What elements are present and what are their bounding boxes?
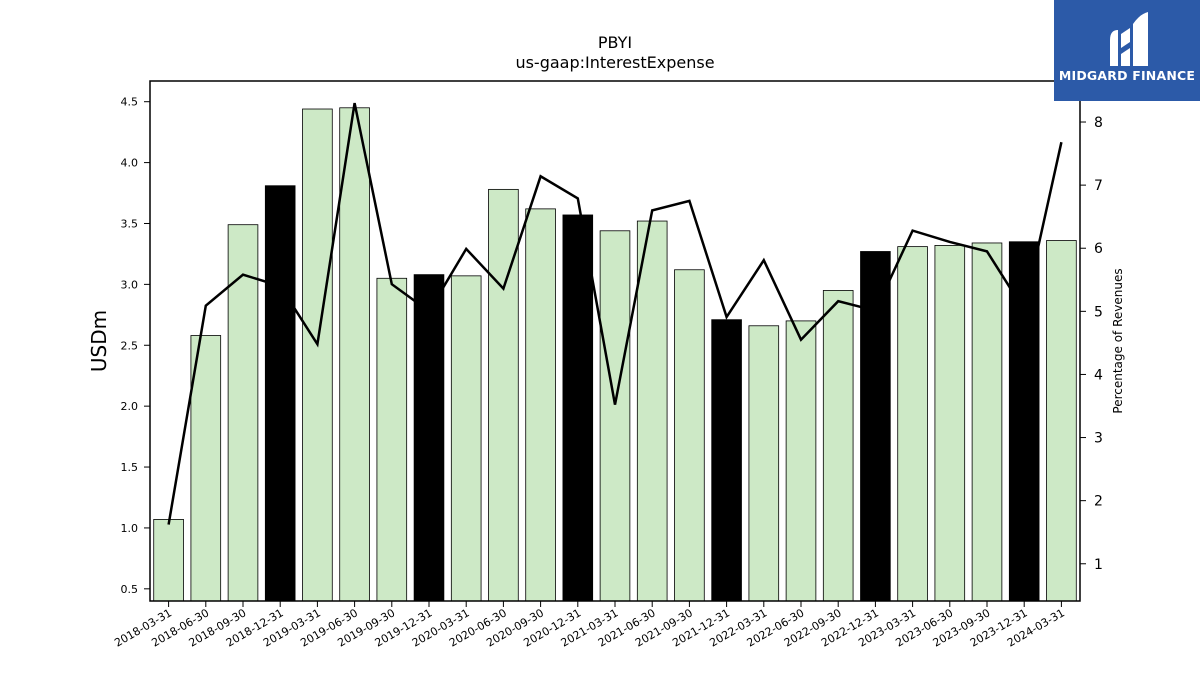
line-layer (167, 102, 1063, 525)
bar-2022-06-30 (785, 320, 817, 602)
logo-text: MIDGARD FINANCE (1058, 68, 1196, 83)
bar-2018-06-30 (190, 335, 222, 602)
y-tick-label: 4.5 (121, 96, 139, 109)
y2-axis-label: Percentage of Revenues (1111, 268, 1125, 413)
bar-2019-03-31 (302, 108, 333, 602)
bar-2020-06-30 (488, 188, 519, 602)
bar-2022-09-30 (822, 290, 854, 602)
bar-2021-09-30 (674, 269, 705, 602)
y2-tick-label: 8 (1094, 115, 1103, 131)
bar-2021-12-31 (711, 319, 742, 602)
y2-tick-label: 4 (1094, 367, 1103, 383)
bar-2023-06-30 (934, 245, 966, 602)
bars-layer (153, 107, 1077, 602)
bar-2019-12-31 (413, 274, 445, 602)
bar-2020-03-31 (450, 275, 482, 602)
y2-tick-label: 2 (1094, 494, 1103, 510)
bar-2024-03-31 (1046, 240, 1077, 602)
brand-logo: MIDGARD FINANCE (1054, 0, 1200, 101)
y-tick-label: 3.0 (121, 278, 139, 291)
y-axis-label: USDm (87, 310, 111, 372)
bar-2023-12-31 (1008, 241, 1040, 602)
bar-2020-09-30 (525, 208, 556, 602)
y-tick-label: 1.0 (121, 522, 139, 535)
chart-title: PBYI (598, 33, 632, 52)
logo-mark-icon (1110, 12, 1148, 66)
bar-2022-12-31 (860, 251, 891, 602)
percentage-line (167, 102, 1063, 525)
bar-2018-09-30 (227, 224, 259, 602)
y2-tick-label: 5 (1094, 304, 1103, 320)
y2-tick-label: 6 (1094, 241, 1103, 257)
y-tick-label: 2.5 (121, 339, 139, 352)
bar-2019-09-30 (376, 277, 408, 602)
y2-tick-label: 3 (1094, 431, 1103, 447)
bar-2018-03-31 (153, 519, 184, 602)
bar-2022-03-31 (748, 325, 780, 602)
bar-2019-06-30 (339, 107, 370, 602)
bar-2020-12-31 (562, 214, 594, 602)
y2-tick-label: 1 (1094, 557, 1103, 573)
bar-2018-12-31 (264, 185, 296, 602)
y-tick-label: 4.0 (121, 157, 139, 170)
y-tick-label: 1.5 (121, 461, 139, 474)
chart-subtitle: us-gaap:InterestExpense (515, 53, 714, 72)
y2-tick-label: 7 (1094, 178, 1103, 194)
bar-2021-03-31 (599, 230, 631, 602)
bar-2023-03-31 (897, 246, 928, 602)
y-tick-label: 3.5 (121, 217, 139, 230)
bar-2021-06-30 (636, 220, 668, 602)
bar-2023-09-30 (971, 242, 1003, 602)
y-tick-label: 0.5 (121, 583, 139, 596)
y-tick-label: 2.0 (121, 400, 139, 413)
